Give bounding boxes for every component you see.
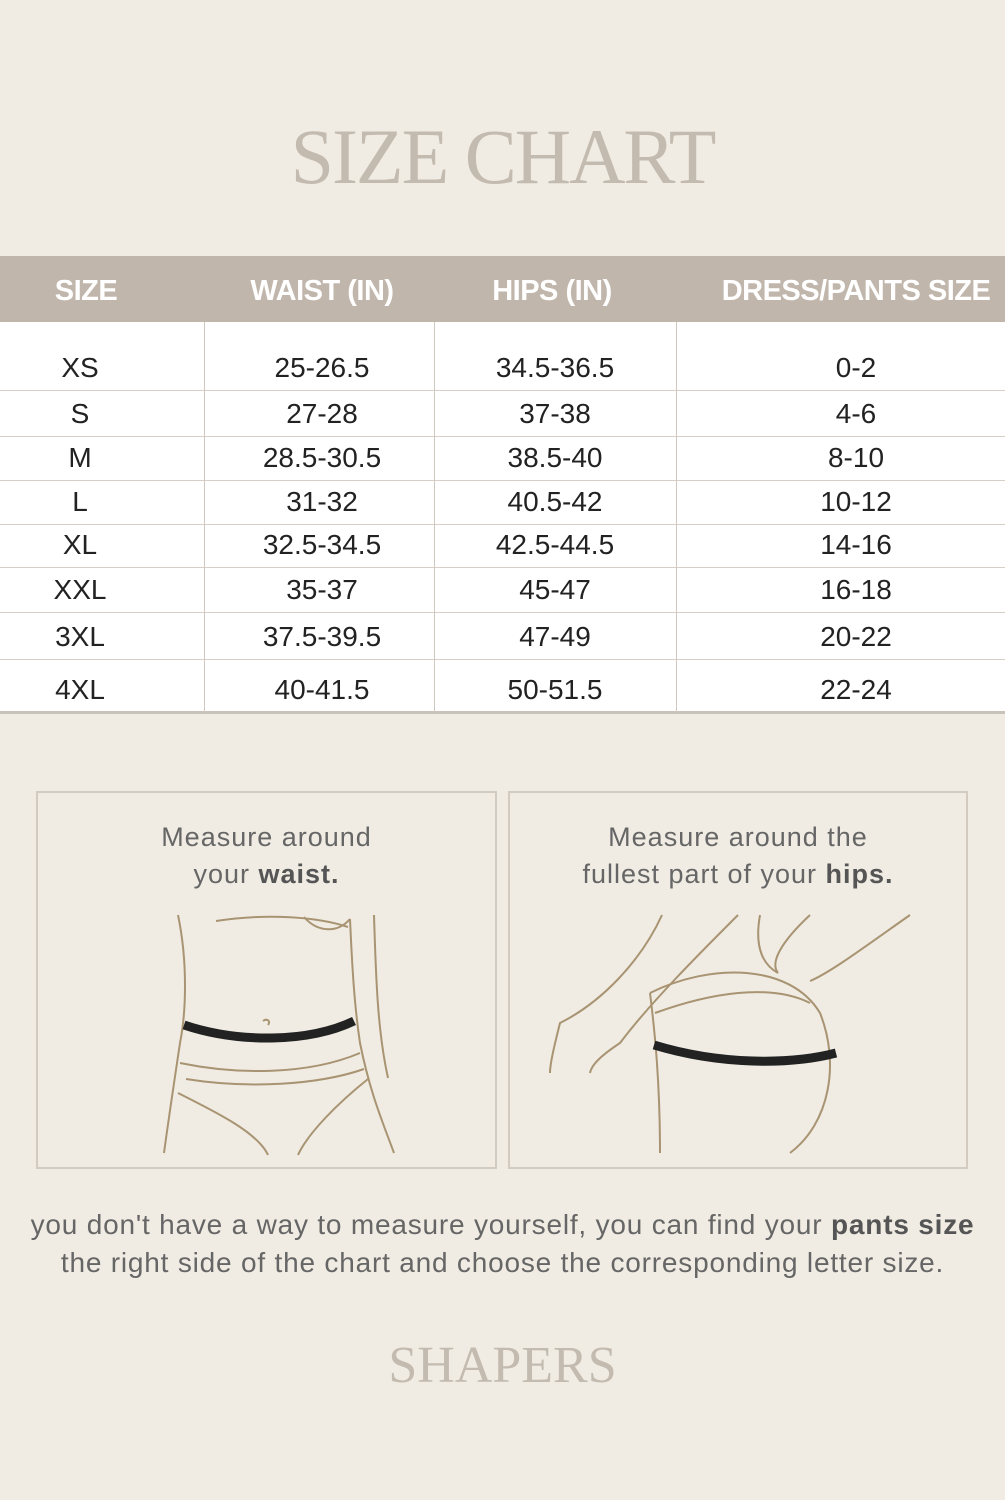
size-cell: 4XL	[55, 674, 105, 705]
header-dress-pants: DRESS/PANTS SIZE	[721, 275, 991, 307]
hips-cell: 34.5-36.5	[495, 352, 615, 383]
hips-measure-panel: Measure around the fullest part of your h…	[508, 791, 968, 1169]
hips-cell: 50-51.5	[507, 674, 603, 705]
hips-emphasis: hips.	[825, 859, 894, 889]
hips-cell: 40.5-42	[507, 486, 603, 517]
note-emphasis: pants size	[831, 1209, 975, 1240]
dress-size-cell: 10-12	[820, 486, 892, 517]
waist-instruction-line1: Measure around	[161, 822, 372, 852]
hips-cell: 37-38	[519, 398, 591, 429]
waist-cell: 35-37	[286, 574, 358, 605]
note-line2: the right side of the chart and choose t…	[60, 1247, 945, 1278]
waist-illustration	[163, 914, 395, 1156]
waist-measure-panel: Measure around your waist.	[36, 791, 497, 1169]
size-cell: XS	[61, 352, 99, 383]
dress-size-cell: 16-18	[820, 574, 892, 605]
table-row: L 31-32 40.5-42 10-12	[0, 481, 1005, 525]
column-divider	[204, 322, 205, 712]
dress-size-cell: 20-22	[820, 621, 892, 652]
note-line1: you don't have a way to measure yourself…	[30, 1209, 832, 1240]
header-waist: WAIST (IN)	[250, 275, 394, 307]
size-cell: XXL	[53, 574, 107, 605]
dress-size-cell: 22-24	[820, 674, 892, 705]
waist-cell: 28.5-30.5	[262, 442, 382, 473]
page-title: SIZE CHART	[290, 113, 717, 200]
dress-size-cell: 8-10	[827, 442, 885, 473]
hips-cell: 47-49	[519, 621, 591, 652]
size-cell: L	[72, 486, 88, 517]
waist-cell: 40-41.5	[274, 674, 370, 705]
dress-size-cell: 14-16	[820, 529, 892, 560]
hips-instruction-line2: fullest part of your	[582, 859, 826, 889]
table-row: XXL 35-37 45-47 16-18	[0, 568, 1005, 613]
measurement-note: you don't have a way to measure yourself…	[0, 1206, 1005, 1282]
size-cell: 3XL	[55, 621, 105, 652]
size-cell: M	[68, 442, 92, 473]
waist-instruction-line2: your	[193, 859, 259, 889]
waist-cell: 37.5-39.5	[262, 621, 382, 652]
column-divider	[434, 322, 435, 712]
table-header: SIZE WAIST (IN) HIPS (IN) DRESS/PANTS SI…	[0, 256, 1005, 322]
hips-instruction-line1: Measure around the	[608, 822, 868, 852]
waist-cell: 31-32	[286, 486, 358, 517]
waist-cell: 32.5-34.5	[262, 529, 382, 560]
size-cell: S	[70, 398, 90, 429]
table-row: XS 25-26.5 34.5-36.5 0-2	[0, 322, 1005, 391]
dress-size-cell: 0-2	[835, 352, 877, 383]
dress-size-cell: 4-6	[835, 398, 877, 429]
brand-logo: SHAPERS	[388, 1337, 617, 1394]
header-size: SIZE	[54, 275, 118, 307]
hips-cell: 42.5-44.5	[495, 529, 615, 560]
hips-cell: 45-47	[519, 574, 591, 605]
hips-cell: 38.5-40	[507, 442, 603, 473]
column-divider	[676, 322, 677, 712]
size-table: XS 25-26.5 34.5-36.5 0-2 S 27-28 37-38 4-6 M 28.5…	[0, 322, 1005, 714]
hips-illustration	[549, 914, 911, 1154]
header-hips: HIPS (IN)	[492, 275, 612, 307]
size-cell: XL	[62, 529, 98, 560]
table-row: S 27-28 37-38 4-6	[0, 391, 1005, 437]
table-row: M 28.5-30.5 38.5-40 8-10	[0, 437, 1005, 481]
waist-cell: 27-28	[286, 398, 358, 429]
table-row: XL 32.5-34.5 42.5-44.5 14-16	[0, 525, 1005, 568]
table-row: 4XL 40-41.5 50-51.5 22-24	[0, 660, 1005, 712]
waist-emphasis: waist.	[258, 859, 340, 889]
waist-cell: 25-26.5	[274, 352, 370, 383]
table-row: 3XL 37.5-39.5 47-49 20-22	[0, 613, 1005, 660]
